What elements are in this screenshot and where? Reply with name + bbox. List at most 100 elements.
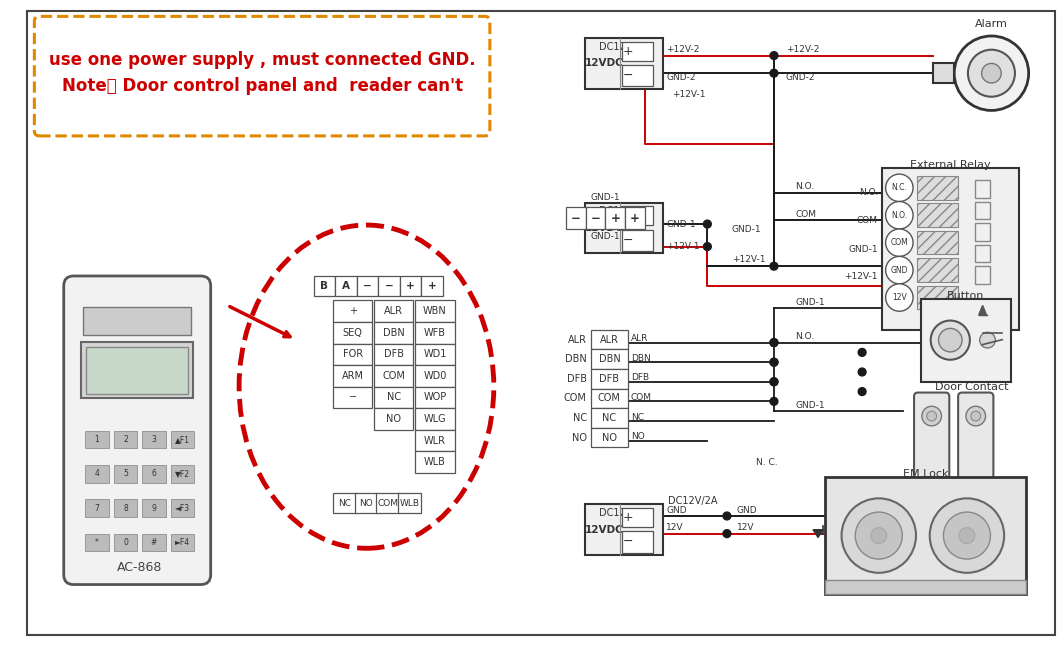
Circle shape <box>954 36 1028 110</box>
Text: 12V: 12V <box>737 523 755 532</box>
Bar <box>374 408 413 430</box>
Text: +: + <box>611 212 620 225</box>
Text: ALR: ALR <box>385 306 404 317</box>
Bar <box>622 206 653 225</box>
Bar <box>333 387 372 408</box>
Circle shape <box>886 284 913 311</box>
Bar <box>333 494 356 513</box>
Text: COM: COM <box>631 393 652 402</box>
Text: +12V-1: +12V-1 <box>845 273 878 282</box>
Text: NO: NO <box>387 414 402 424</box>
Text: N.C.: N.C. <box>891 183 907 193</box>
Text: N.O.: N.O. <box>795 182 815 191</box>
Text: COM: COM <box>890 238 908 247</box>
Bar <box>374 387 413 408</box>
Circle shape <box>982 63 1002 83</box>
Circle shape <box>723 512 730 520</box>
Circle shape <box>859 348 866 357</box>
Bar <box>85 431 109 448</box>
Circle shape <box>931 320 970 360</box>
Text: A: A <box>342 281 350 291</box>
Text: DC12V/2A: DC12V/2A <box>668 496 718 506</box>
Text: +12V-2: +12V-2 <box>785 45 819 54</box>
Text: DFB: DFB <box>631 373 649 382</box>
Bar <box>585 202 664 253</box>
Text: NC: NC <box>387 393 401 402</box>
Bar <box>398 494 421 513</box>
Bar <box>333 344 372 365</box>
Text: 0: 0 <box>123 538 128 547</box>
Text: DBN: DBN <box>631 354 651 363</box>
Bar <box>86 346 189 393</box>
Text: COM: COM <box>383 371 405 381</box>
Text: 8: 8 <box>123 504 128 513</box>
Text: EM Lock: EM Lock <box>902 469 948 479</box>
Text: WLR: WLR <box>424 435 446 446</box>
Text: GND-2: GND-2 <box>666 72 695 81</box>
Text: NC: NC <box>631 413 643 422</box>
Circle shape <box>886 256 913 284</box>
Text: WFB: WFB <box>424 328 446 338</box>
Text: −: − <box>622 69 633 82</box>
Bar <box>590 369 628 389</box>
Bar <box>142 499 165 517</box>
Circle shape <box>859 368 866 376</box>
Bar <box>605 207 625 229</box>
Bar <box>585 505 664 555</box>
Bar <box>356 276 378 296</box>
Bar <box>917 203 958 227</box>
Text: 12V: 12V <box>666 523 684 532</box>
Bar <box>376 494 400 513</box>
Bar <box>586 207 605 229</box>
Text: −: − <box>622 234 633 247</box>
Text: 12VDC: 12VDC <box>585 58 624 68</box>
Text: 12VDC: 12VDC <box>585 223 624 233</box>
Text: GND: GND <box>737 506 757 515</box>
Bar <box>917 258 958 282</box>
Circle shape <box>938 328 962 352</box>
Circle shape <box>704 220 711 228</box>
Text: NC: NC <box>602 413 617 423</box>
Circle shape <box>886 229 913 256</box>
Bar <box>113 465 137 483</box>
Text: +: + <box>406 281 414 291</box>
Circle shape <box>966 406 986 426</box>
Text: GND: GND <box>666 506 687 515</box>
Circle shape <box>886 174 913 202</box>
Text: Button: Button <box>948 291 985 300</box>
Text: WLG: WLG <box>424 414 446 424</box>
Text: 12V: 12V <box>891 293 906 302</box>
Text: Note： Door control panel and  reader can't: Note： Door control panel and reader can'… <box>61 77 462 95</box>
Bar <box>622 41 653 61</box>
Bar <box>625 207 644 229</box>
Text: DC12V/2A: DC12V/2A <box>599 42 649 52</box>
Text: GND: GND <box>890 266 908 275</box>
Polygon shape <box>813 530 823 537</box>
Circle shape <box>886 202 913 229</box>
Text: GND-1: GND-1 <box>666 220 695 229</box>
Text: N.O.: N.O. <box>795 332 815 341</box>
Text: 2: 2 <box>123 435 128 444</box>
Text: Door Contact: Door Contact <box>935 382 1008 391</box>
Text: DFB: DFB <box>384 349 404 359</box>
Text: Alarm: Alarm <box>975 19 1008 29</box>
Text: #: # <box>151 538 157 547</box>
Circle shape <box>859 388 866 395</box>
Circle shape <box>926 411 937 421</box>
Bar <box>333 322 372 344</box>
Text: 7: 7 <box>94 504 100 513</box>
Circle shape <box>770 262 778 270</box>
Bar <box>333 365 372 387</box>
Bar <box>975 202 990 219</box>
Text: ◄F3: ◄F3 <box>175 504 190 513</box>
Text: NC: NC <box>338 499 352 508</box>
Text: COM: COM <box>377 499 399 508</box>
Bar <box>400 276 421 296</box>
Text: B: B <box>320 281 329 291</box>
Bar <box>335 276 356 296</box>
Text: NO: NO <box>631 432 644 441</box>
Bar <box>142 465 165 483</box>
Bar <box>84 307 191 335</box>
Bar <box>416 344 455 365</box>
Bar <box>622 229 653 251</box>
